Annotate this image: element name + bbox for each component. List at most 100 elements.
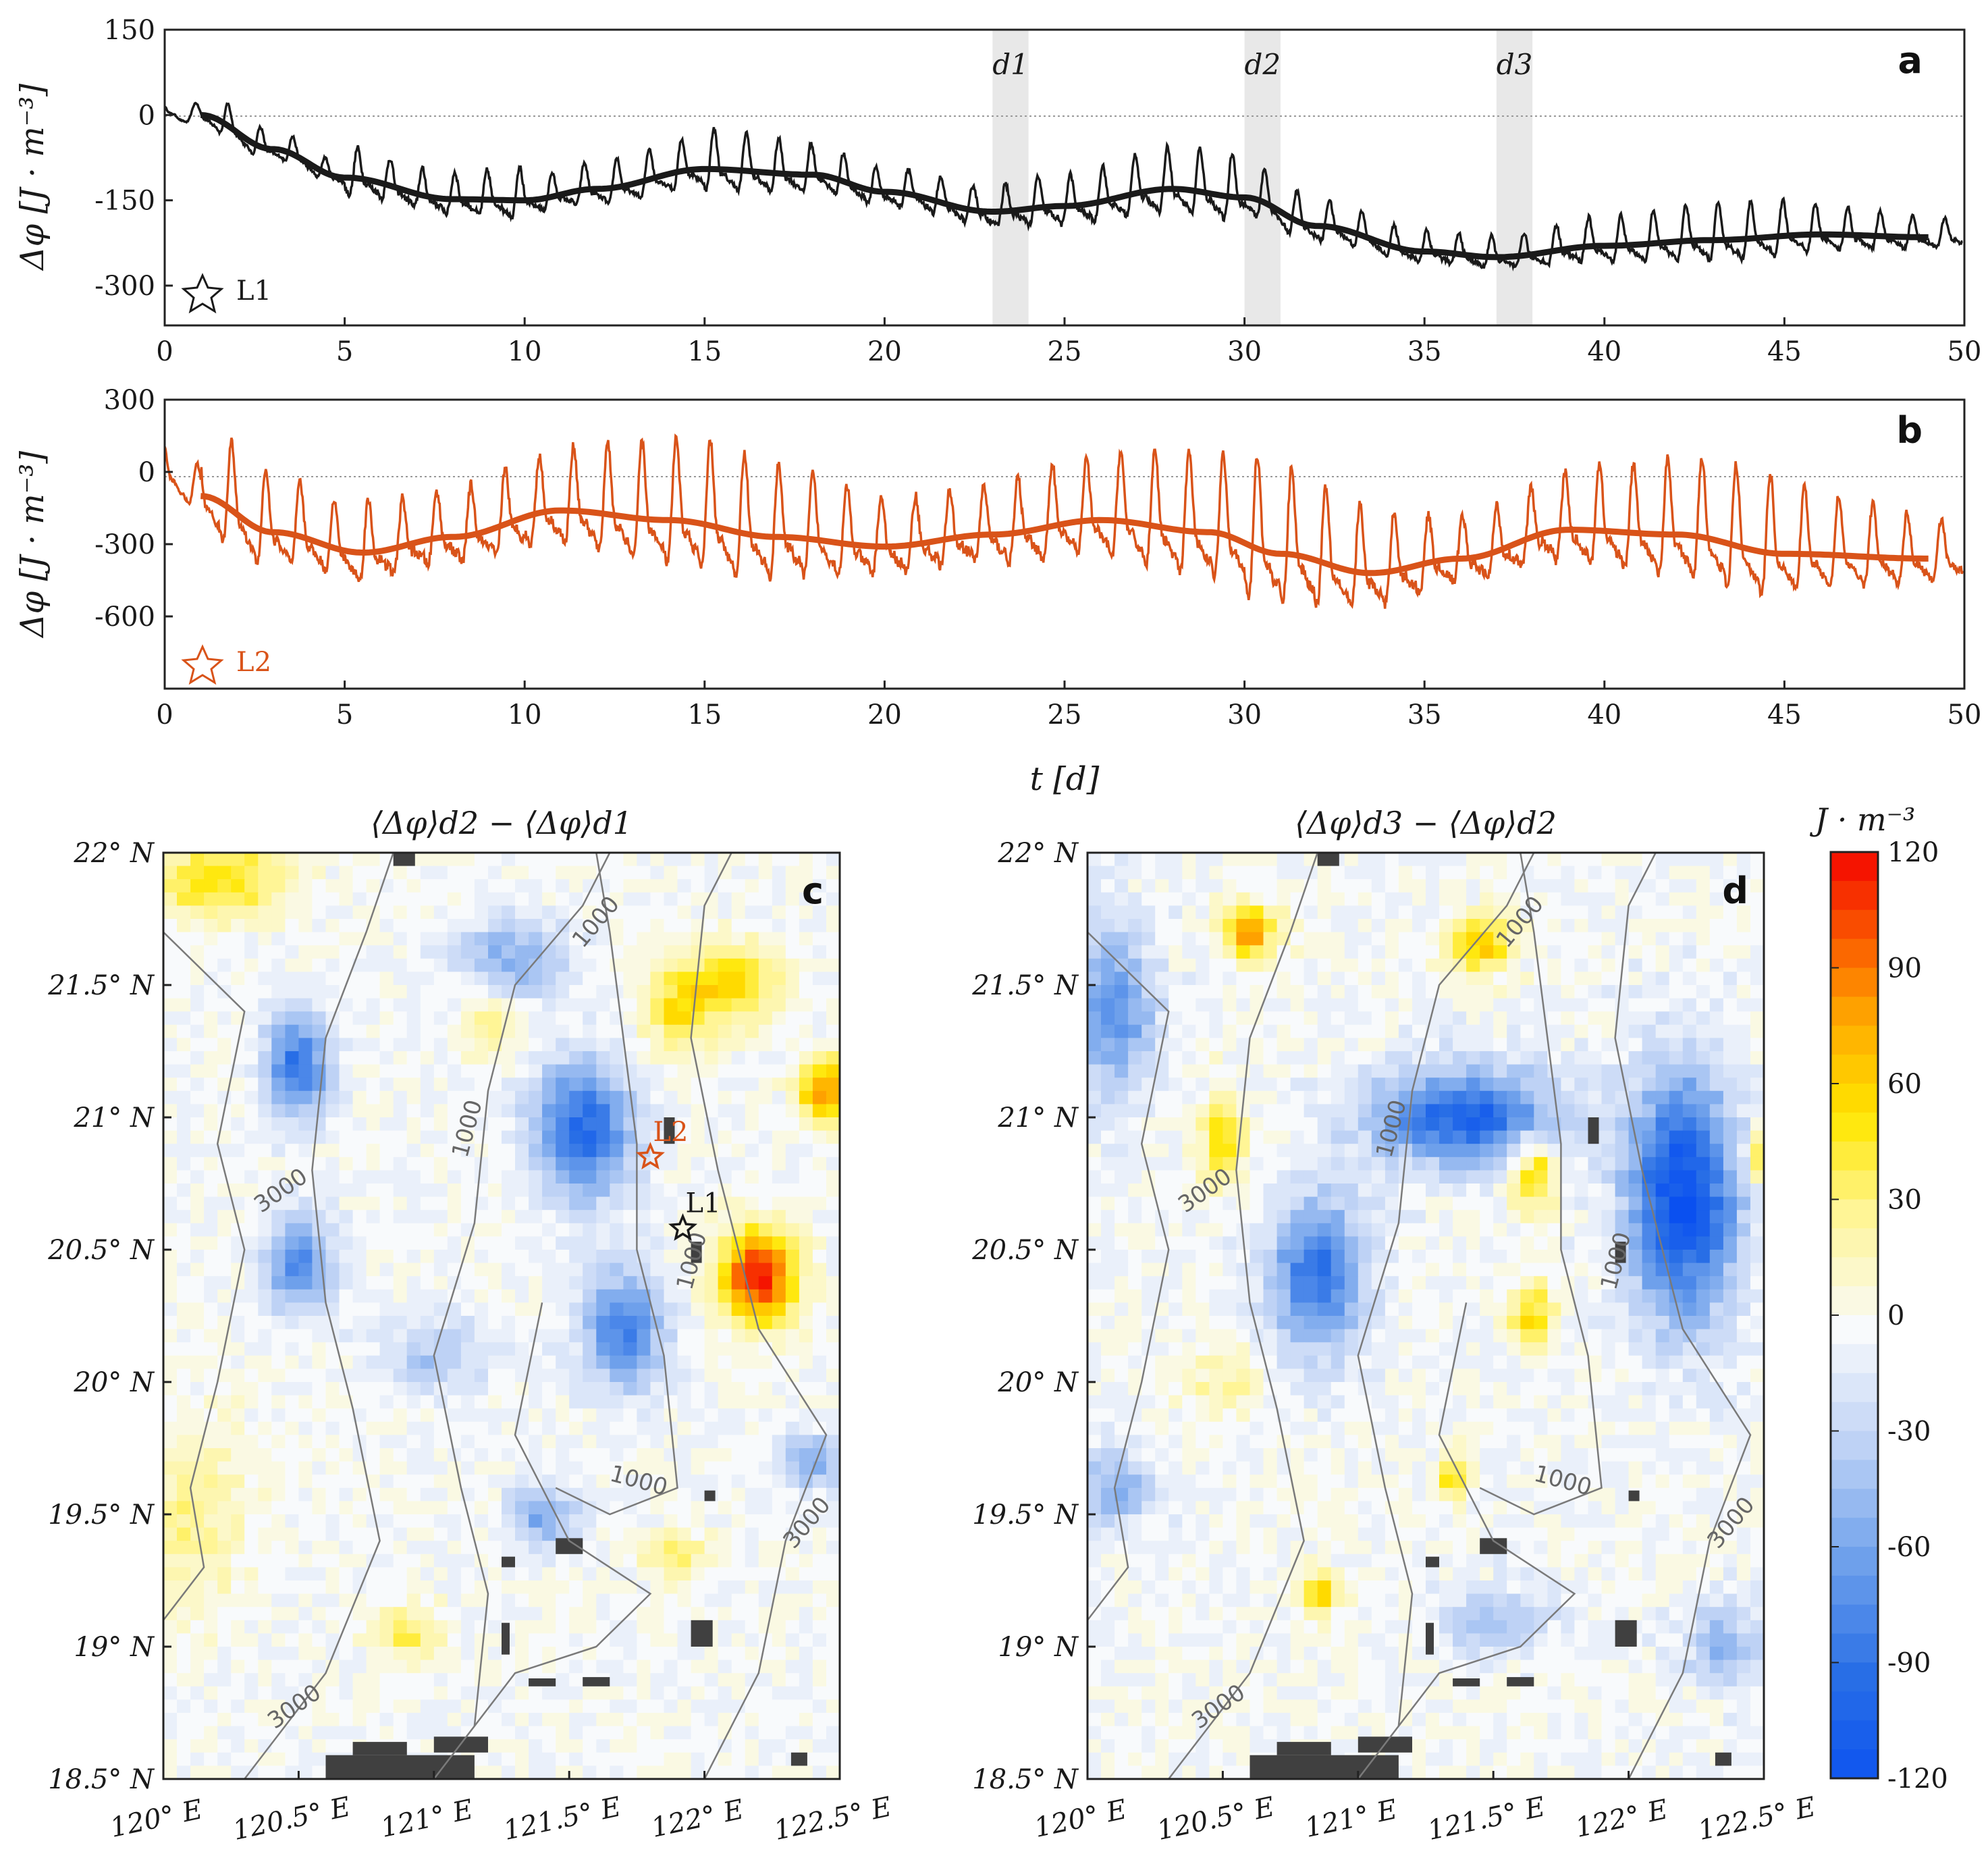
heatmap-cell: [1736, 972, 1751, 986]
heatmap-cell: [1669, 905, 1684, 920]
heatmap-cell: [271, 1144, 286, 1158]
heatmap-cell: [163, 1038, 178, 1052]
heatmap-cell: [460, 1580, 475, 1595]
heatmap-cell: [474, 1699, 489, 1713]
heatmap-cell: [758, 1461, 773, 1475]
heatmap-cell: [1480, 1170, 1494, 1184]
heatmap-cell: [1439, 892, 1453, 907]
heatmap-cell: [1601, 879, 1616, 893]
heatmap-cell: [1574, 1184, 1589, 1198]
heatmap-cell: [460, 1607, 475, 1621]
heatmap-cell: [1750, 866, 1764, 880]
heatmap-cell: [799, 1184, 813, 1198]
heatmap-cell: [745, 1607, 759, 1621]
heatmap-cell: [285, 1553, 300, 1568]
heatmap-cell: [502, 932, 516, 946]
heatmap-cell: [569, 1607, 583, 1621]
heatmap-cell: [556, 1130, 570, 1144]
heatmap-cell: [433, 1713, 448, 1727]
heatmap-cell: [1466, 853, 1480, 867]
heatmap-cell: [650, 1024, 665, 1039]
heatmap-cell: [583, 1117, 597, 1132]
heatmap-cell: [812, 1051, 827, 1065]
heatmap-cell: [1642, 1130, 1657, 1144]
heatmap-cell: [460, 985, 475, 999]
heatmap-cell: [163, 1752, 178, 1767]
heatmap-cell: [244, 1184, 259, 1198]
heatmap-cell: [420, 1355, 435, 1370]
heatmap-cell: [502, 919, 516, 933]
heatmap-cell: [163, 1501, 178, 1515]
heatmap-cell: [799, 1580, 813, 1595]
heatmap-cell: [718, 1527, 732, 1541]
heatmap-cell: [623, 1157, 638, 1171]
heatmap-cell: [1223, 1024, 1237, 1039]
heatmap-cell: [1277, 1117, 1291, 1132]
heatmap-cell: [352, 1369, 367, 1383]
heatmap-cell: [812, 1263, 827, 1277]
heatmap-cell: [529, 1395, 543, 1409]
heatmap-cell: [1439, 1038, 1453, 1052]
heatmap-cell: [1114, 879, 1129, 893]
heatmap-cell: [379, 1382, 394, 1396]
heatmap-cell: [637, 1541, 651, 1555]
heatmap-cell: [1574, 1064, 1589, 1078]
heatmap-cell: [1344, 1038, 1359, 1052]
heatmap-cell: [812, 1196, 827, 1211]
series-L1-raw: [165, 101, 1963, 272]
heatmap-cell: [379, 1395, 394, 1409]
heatmap-cell: [718, 1090, 732, 1105]
heatmap-cell: [596, 879, 611, 893]
heatmap-cell: [217, 1620, 232, 1635]
heatmap-cell: [610, 1765, 624, 1779]
heatmap-cell: [772, 1620, 786, 1635]
heatmap-cell: [785, 1435, 800, 1449]
heatmap-cell: [731, 1633, 746, 1647]
heatmap-cell: [1250, 919, 1264, 933]
heatmap-cell: [231, 1302, 245, 1317]
heatmap-cell: [271, 1329, 286, 1343]
heatmap-cell: [177, 1421, 191, 1436]
heatmap-cell: [1574, 1090, 1589, 1105]
heatmap-cell: [785, 1647, 800, 1661]
heatmap-cell: [637, 1408, 651, 1423]
heatmap-cell: [1642, 1011, 1657, 1026]
heatmap-cell: [1277, 1196, 1291, 1211]
heatmap-cell: [312, 1726, 327, 1740]
heatmap-cell: [637, 1382, 651, 1396]
y-tick-label: 21° N: [73, 1102, 155, 1134]
heatmap-cell: [1615, 1117, 1630, 1132]
heatmap-cell: [826, 1144, 840, 1158]
heatmap-cell: [731, 1435, 746, 1449]
heatmap-cell: [529, 1196, 543, 1211]
heatmap-cell: [204, 932, 218, 946]
heatmap-cell: [312, 1752, 327, 1767]
heatmap-cell: [474, 1633, 489, 1647]
heatmap-cell: [799, 1051, 813, 1065]
heatmap-cell: [731, 1223, 746, 1238]
heatmap-cell: [718, 1078, 732, 1092]
heatmap-cell: [785, 1144, 800, 1158]
heatmap-cell: [352, 1421, 367, 1436]
heatmap-cell: [1141, 919, 1156, 933]
heatmap-cell: [258, 1633, 273, 1647]
heatmap-cell: [1101, 1144, 1115, 1158]
heatmap-cell: [826, 972, 840, 986]
heatmap-cell: [244, 1713, 259, 1727]
heatmap-cell: [1507, 972, 1521, 986]
heatmap-cell: [637, 1038, 651, 1052]
heatmap-cell: [718, 932, 732, 946]
heatmap-cell: [569, 919, 583, 933]
heatmap-cell: [231, 1144, 245, 1158]
heatmap-cell: [1655, 919, 1670, 933]
heatmap-cell: [610, 1461, 624, 1475]
heatmap-cell: [799, 1633, 813, 1647]
heatmap-cell: [569, 1620, 583, 1635]
heatmap-cell: [542, 1501, 556, 1515]
heatmap-cell: [1371, 853, 1386, 867]
heatmap-cell: [569, 1342, 583, 1356]
heatmap-cell: [758, 1593, 773, 1607]
heatmap-cell: [1331, 1184, 1345, 1198]
heatmap-cell: [352, 972, 367, 986]
heatmap-cell: [204, 1223, 218, 1238]
